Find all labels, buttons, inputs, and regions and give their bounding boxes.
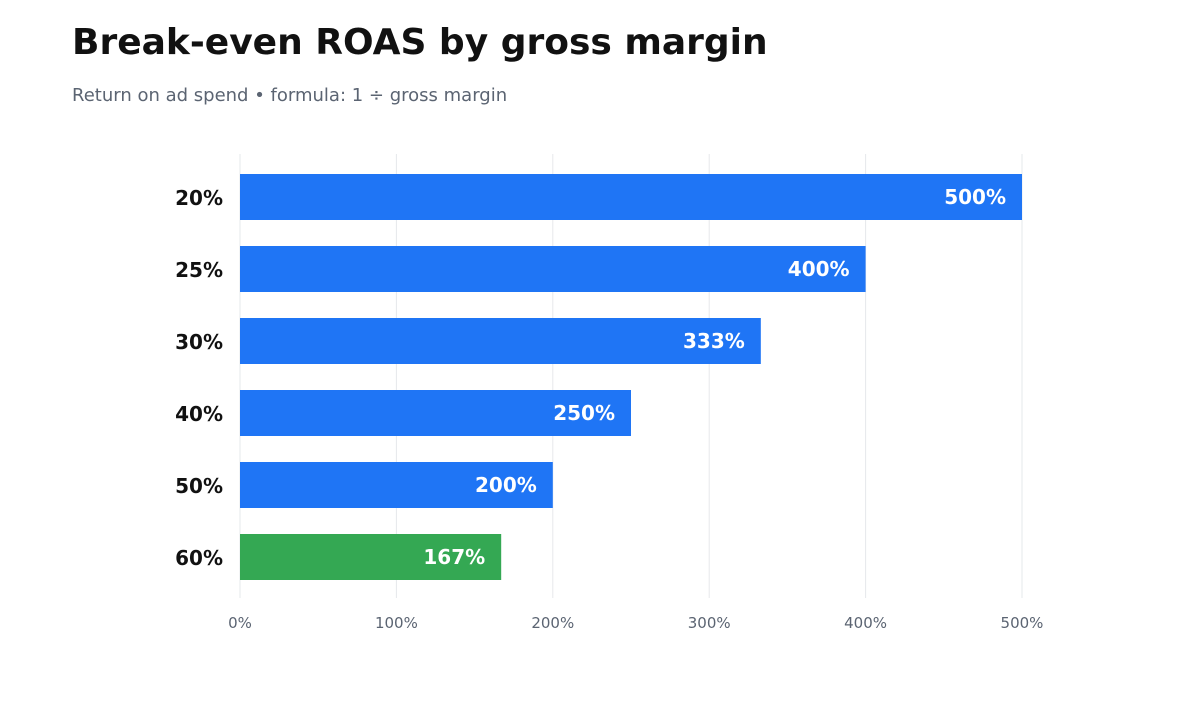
- bar: [240, 390, 631, 436]
- value-labels: 500% 400% 333% 250% 200% 167%: [423, 185, 1006, 569]
- category-label: 50%: [175, 474, 223, 498]
- chart-subtitle: Return on ad spend • formula: 1 ÷ gross …: [72, 85, 508, 106]
- x-tick-label: 200%: [531, 614, 574, 632]
- bar-value-label: 500%: [944, 185, 1006, 209]
- bar-value-label: 200%: [475, 473, 537, 497]
- category-label: 60%: [175, 546, 223, 570]
- x-tick-label: 300%: [688, 614, 731, 632]
- x-axis-ticks: 0% 100% 200% 300% 400% 500%: [228, 614, 1043, 632]
- category-labels: 20% 25% 30% 40% 50% 60%: [175, 186, 223, 570]
- bar-value-label: 167%: [423, 545, 485, 569]
- bar: [240, 174, 1022, 220]
- chart-title: Break-even ROAS by gross margin: [72, 22, 768, 63]
- category-label: 20%: [175, 186, 223, 210]
- bar: [240, 534, 502, 580]
- category-label: 25%: [175, 258, 223, 282]
- x-tick-label: 100%: [375, 614, 418, 632]
- bar: [240, 246, 866, 292]
- bar-value-label: 333%: [683, 329, 745, 353]
- bars: [240, 174, 1022, 580]
- bar-value-label: 250%: [553, 401, 615, 425]
- category-label: 30%: [175, 330, 223, 354]
- grid-lines: [239, 154, 1023, 598]
- bar: [240, 462, 553, 508]
- bar-value-label: 400%: [788, 257, 850, 281]
- x-tick-label: 400%: [844, 614, 887, 632]
- category-label: 40%: [175, 402, 223, 426]
- x-tick-label: 0%: [228, 614, 252, 632]
- x-tick-label: 500%: [1001, 614, 1044, 632]
- bar: [240, 318, 761, 364]
